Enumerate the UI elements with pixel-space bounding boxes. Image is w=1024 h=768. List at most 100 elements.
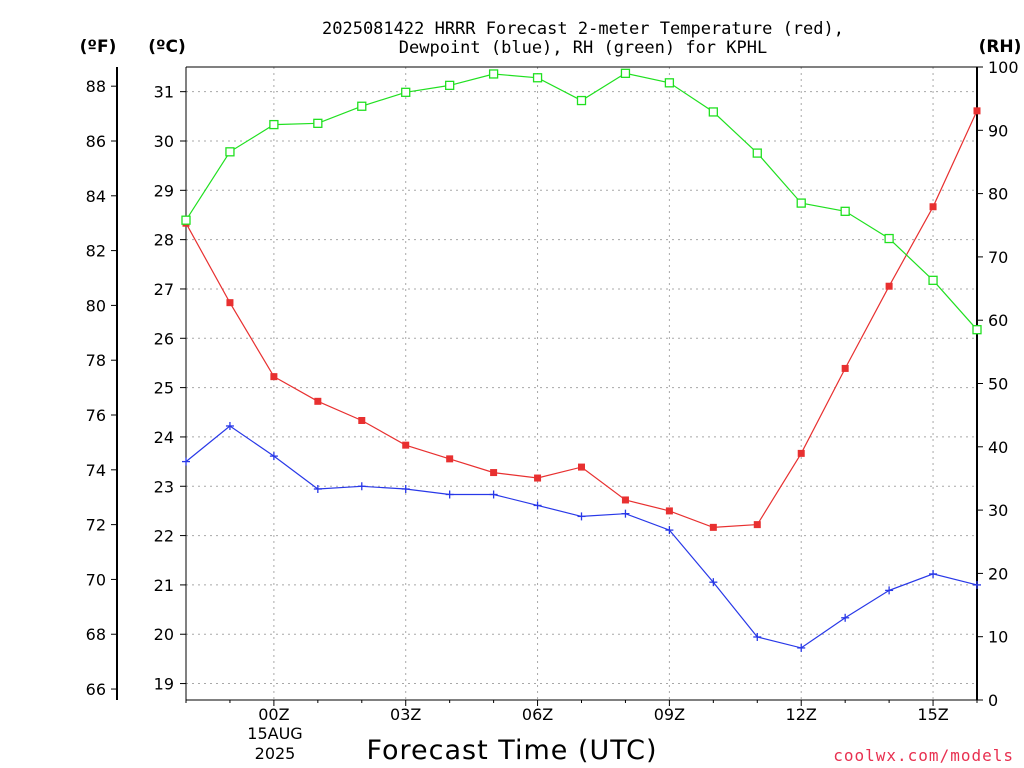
temperature-point xyxy=(446,455,454,463)
dewpoint-point xyxy=(313,485,322,493)
temperature-point xyxy=(358,416,366,424)
fahrenheit-tick-label: 84 xyxy=(86,187,106,206)
dewpoint-point xyxy=(533,501,542,510)
rh-point xyxy=(708,107,718,117)
celsius-tick-label: 25 xyxy=(154,379,174,398)
left-axis-fahrenheit-label: (ºF) xyxy=(80,37,117,57)
rh-line xyxy=(185,72,978,331)
rh-point xyxy=(752,148,762,158)
x-axis-label: Forecast Time (UTC) xyxy=(366,735,657,766)
x-tick-label: 00Z xyxy=(258,705,289,724)
dewpoint-point xyxy=(841,613,850,622)
right-axis-rh-label: (RH) xyxy=(979,37,1022,57)
temperature-point xyxy=(841,364,849,372)
rh-point xyxy=(269,119,279,130)
rh-point xyxy=(532,73,543,83)
rh-point xyxy=(620,68,631,78)
dewpoint-point xyxy=(269,452,278,461)
x-tick-label: 09Z xyxy=(654,705,685,724)
fahrenheit-tick-label: 72 xyxy=(86,516,106,535)
rh-point xyxy=(181,215,191,225)
rh-point xyxy=(488,69,499,79)
rh-tick-label: 90 xyxy=(988,121,1008,140)
x-tick-label: 06Z xyxy=(522,705,553,724)
series-markers xyxy=(181,68,982,652)
dewpoint-point xyxy=(182,457,190,466)
rh-point xyxy=(796,198,806,208)
rh-point xyxy=(972,325,982,335)
celsius-tick-label: 20 xyxy=(154,625,174,644)
rh-tick-label: 10 xyxy=(988,628,1008,647)
rh-point xyxy=(576,95,587,106)
dewpoint-point xyxy=(357,482,366,491)
chart-title-line-2: Dewpoint (blue), RH (green) for KPHL xyxy=(399,38,767,58)
celsius-tick-label: 28 xyxy=(154,231,174,250)
x-tick-label: 12Z xyxy=(786,705,817,724)
temperature-point xyxy=(621,496,629,504)
rh-tick-label: 20 xyxy=(988,564,1008,583)
celsius-tick-label: 30 xyxy=(154,132,174,151)
dewpoint-point xyxy=(885,586,894,595)
dewpoint-line xyxy=(185,425,978,649)
date-label-day: 15AUG xyxy=(247,724,302,743)
rh-point xyxy=(357,101,367,111)
temperature-point xyxy=(402,441,410,449)
temperature-point xyxy=(226,299,234,307)
fahrenheit-tick-label: 78 xyxy=(86,351,106,370)
fahrenheit-tick-label: 80 xyxy=(86,296,106,315)
fahrenheit-tick-label: 82 xyxy=(86,242,106,261)
left-axis-celsius-label: (ºC) xyxy=(148,37,186,57)
dewpoint-point xyxy=(577,512,586,521)
dewpoint-point xyxy=(929,569,938,578)
celsius-tick-label: 23 xyxy=(154,477,174,496)
rh-point xyxy=(840,206,850,216)
chart-title-line-1: 2025081422 HRRR Forecast 2-meter Tempera… xyxy=(322,19,844,39)
temperature-point xyxy=(270,373,278,381)
dewpoint-point xyxy=(489,490,498,499)
x-tick-label: 15Z xyxy=(917,705,948,724)
celsius-tick-label: 31 xyxy=(154,83,174,102)
temperature-point xyxy=(885,282,893,290)
x-tick-label: 03Z xyxy=(390,705,421,724)
rh-point xyxy=(664,78,675,88)
rh-point xyxy=(313,118,323,128)
rh-tick-label: 60 xyxy=(988,311,1008,330)
celsius-tick-label: 19 xyxy=(154,675,174,694)
dewpoint-point xyxy=(665,526,674,535)
dewpoint-point xyxy=(401,485,410,493)
temperature-point xyxy=(797,449,805,457)
dewpoint-point xyxy=(973,580,981,589)
dewpoint-point xyxy=(797,643,806,652)
temperature-point xyxy=(314,397,322,405)
temperature-point xyxy=(709,523,717,531)
fahrenheit-tick-label: 70 xyxy=(86,570,106,589)
rh-tick-label: 80 xyxy=(988,185,1008,204)
axes: 66 68 70 72 74 76 78 80 82 84 86 88 19 20 21 22 23 24 25 26… xyxy=(86,58,1019,724)
dewpoint-point xyxy=(709,578,718,587)
rh-point xyxy=(928,275,938,285)
fahrenheit-tick-label: 76 xyxy=(86,406,106,425)
temperature-point xyxy=(578,463,585,471)
celsius-tick-label: 26 xyxy=(154,329,174,348)
celsius-tick-label: 22 xyxy=(154,527,174,546)
rh-point xyxy=(401,87,411,97)
rh-tick-label: 50 xyxy=(988,375,1008,394)
rh-tick-label: 40 xyxy=(988,438,1008,457)
dewpoint-point xyxy=(225,421,234,430)
celsius-tick-label: 29 xyxy=(154,181,174,200)
celsius-tick-label: 24 xyxy=(154,428,174,447)
temperature-point xyxy=(534,474,542,482)
dewpoint-point xyxy=(753,632,762,641)
dewpoint-point xyxy=(445,490,454,499)
temperature-point xyxy=(490,469,498,477)
fahrenheit-tick-label: 68 xyxy=(86,625,106,644)
fahrenheit-tick-label: 86 xyxy=(86,132,106,151)
rh-tick-label: 30 xyxy=(988,501,1008,520)
credit-label: coolwx.com/models xyxy=(833,746,1014,765)
celsius-tick-label: 27 xyxy=(154,280,174,299)
fahrenheit-tick-label: 74 xyxy=(86,461,106,480)
rh-tick-label: 70 xyxy=(988,248,1008,267)
grid-lines xyxy=(186,67,977,700)
temperature-point xyxy=(973,107,981,115)
